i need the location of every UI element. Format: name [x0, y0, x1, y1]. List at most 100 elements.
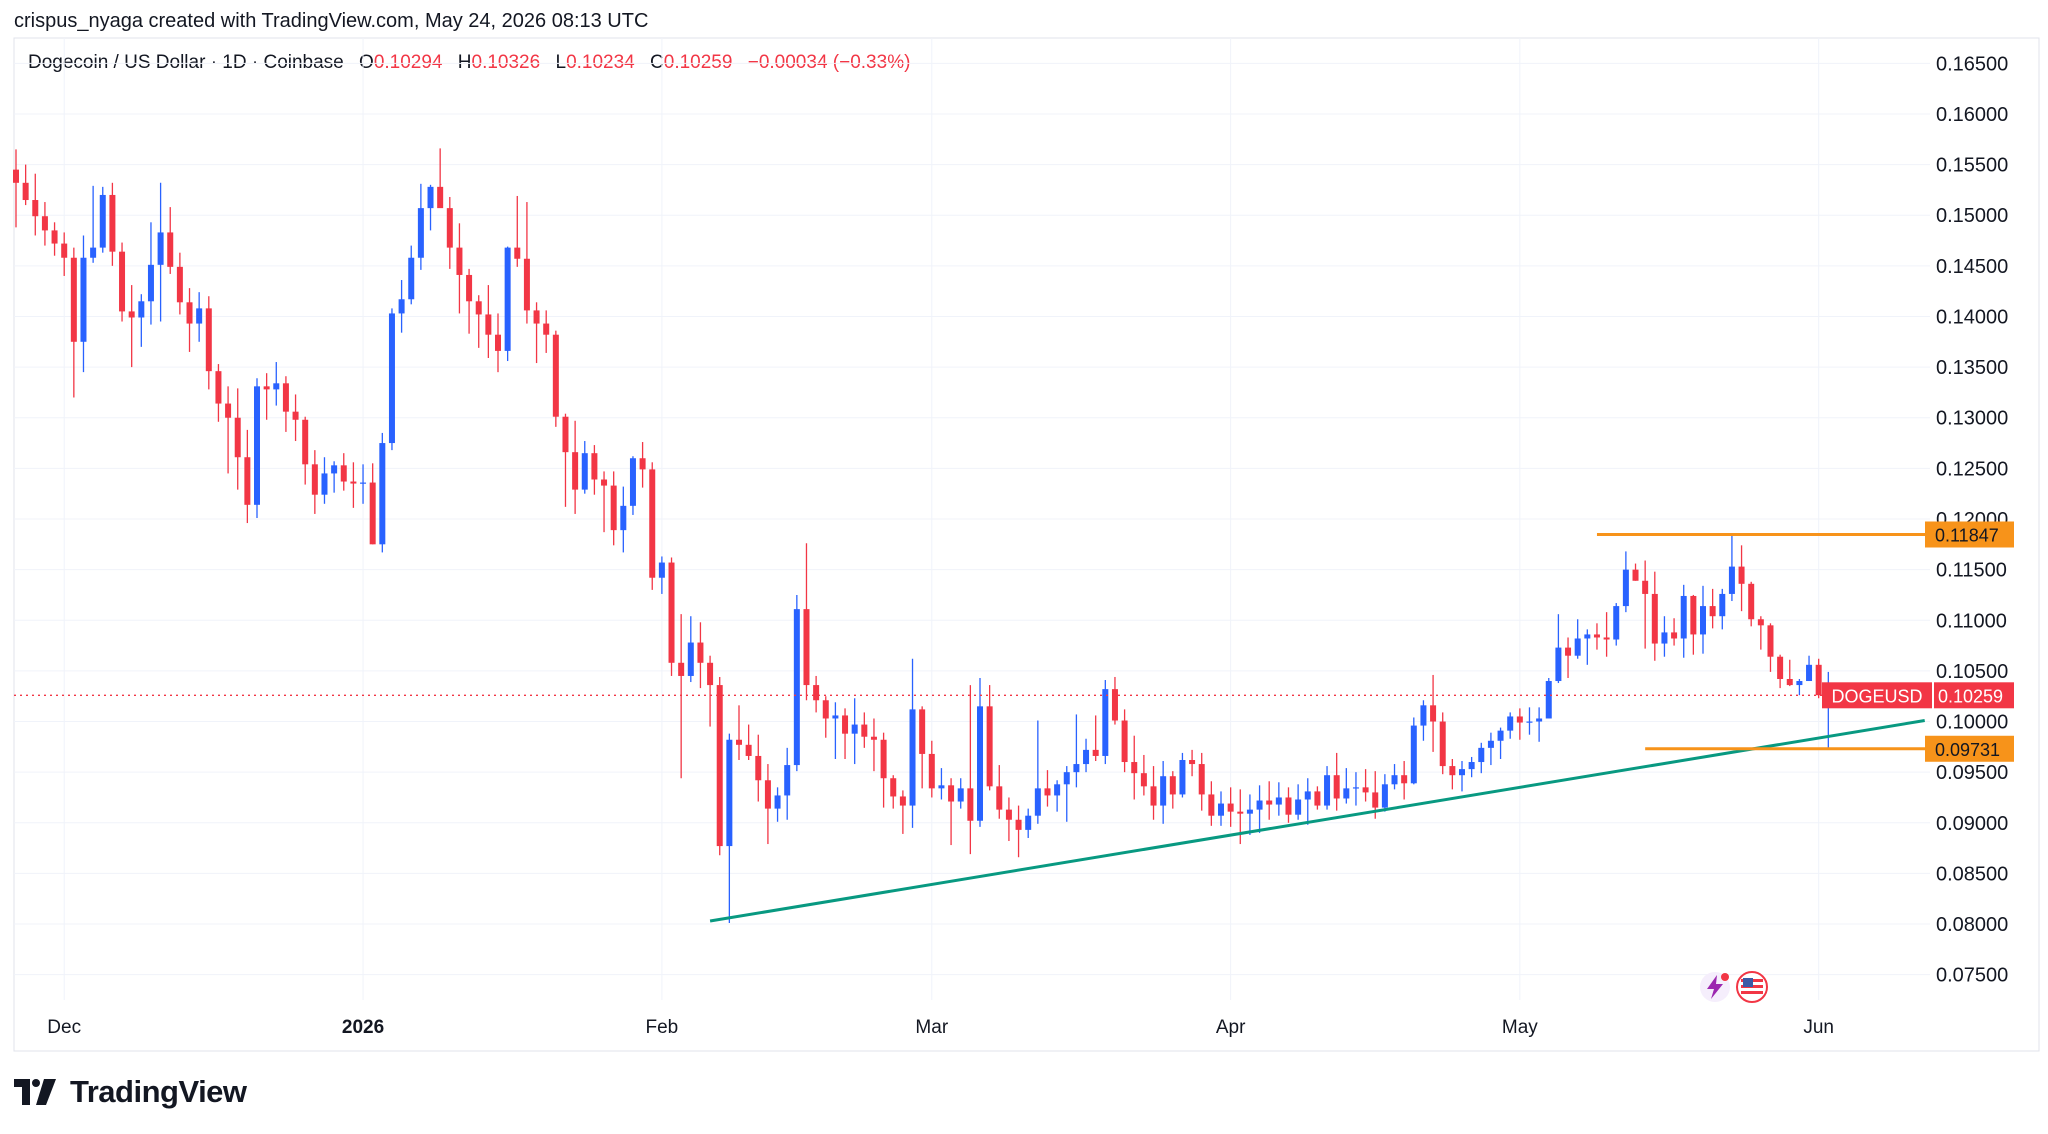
candle[interactable] [793, 594, 800, 772]
candle[interactable] [1266, 781, 1273, 820]
candle-body[interactable] [128, 311, 135, 318]
candle-body[interactable] [629, 458, 636, 506]
candle[interactable] [1786, 659, 1793, 687]
drawings[interactable] [14, 532, 1930, 923]
candle-body[interactable] [1642, 580, 1649, 594]
candle-body[interactable] [581, 453, 588, 490]
candle[interactable] [99, 186, 106, 253]
candle-body[interactable] [639, 458, 646, 470]
candle[interactable] [1246, 794, 1253, 835]
candle-body[interactable] [1516, 716, 1523, 723]
candle-body[interactable] [1719, 593, 1726, 617]
candle-body[interactable] [1767, 625, 1774, 657]
candle-body[interactable] [1555, 647, 1562, 682]
candle[interactable] [80, 235, 87, 373]
candle[interactable] [1420, 700, 1427, 741]
candle-body[interactable] [658, 562, 665, 578]
candle[interactable] [986, 685, 993, 791]
candle-body[interactable] [1507, 716, 1514, 731]
candle[interactable] [813, 675, 820, 713]
candle-body[interactable] [456, 247, 463, 275]
candle[interactable] [552, 330, 559, 427]
candle[interactable] [321, 457, 328, 504]
candle-body[interactable] [1439, 721, 1446, 767]
candle-body[interactable] [1709, 606, 1716, 617]
candle-body[interactable] [938, 785, 945, 789]
candle[interactable] [128, 285, 135, 368]
candle[interactable] [302, 416, 309, 485]
candle-body[interactable] [254, 386, 260, 505]
candle-body[interactable] [1728, 566, 1735, 594]
candle[interactable] [977, 677, 983, 827]
candle-body[interactable] [61, 243, 68, 258]
candle-body[interactable] [1131, 762, 1138, 774]
candle-body[interactable] [1314, 791, 1321, 806]
candle[interactable] [408, 245, 415, 305]
candle-body[interactable] [1333, 775, 1340, 799]
candle[interactable] [109, 182, 116, 266]
candle-body[interactable] [1565, 647, 1572, 656]
candle[interactable] [1603, 612, 1610, 657]
candle[interactable] [1005, 797, 1012, 842]
candle[interactable] [1709, 588, 1716, 629]
candle-body[interactable] [1545, 681, 1552, 719]
candle-body[interactable] [793, 609, 800, 766]
candle[interactable] [1700, 585, 1706, 654]
candle-body[interactable] [417, 208, 424, 258]
candle[interactable] [1391, 764, 1398, 790]
candle[interactable] [1642, 560, 1649, 649]
candle-body[interactable] [80, 257, 87, 342]
candle-body[interactable] [1285, 797, 1292, 815]
candle-body[interactable] [591, 453, 598, 480]
candle[interactable] [890, 775, 897, 809]
candle-body[interactable] [99, 194, 106, 248]
candle[interactable] [1063, 766, 1070, 822]
candle-body[interactable] [1613, 606, 1620, 640]
candles[interactable] [13, 148, 1841, 924]
candle[interactable] [369, 463, 376, 545]
candle[interactable] [485, 285, 492, 358]
candle[interactable] [331, 461, 338, 493]
candle-body[interactable] [321, 473, 328, 495]
candle[interactable] [1218, 791, 1224, 826]
candle-body[interactable] [1179, 760, 1186, 795]
candle-body[interactable] [678, 662, 685, 676]
candle[interactable] [870, 718, 877, 772]
candle-body[interactable] [408, 257, 415, 300]
candle-body[interactable] [1304, 791, 1311, 800]
candle-body[interactable] [157, 232, 164, 265]
candle[interactable] [697, 622, 704, 689]
candle-body[interactable] [1410, 725, 1417, 784]
candle[interactable] [90, 185, 97, 263]
candle-body[interactable] [610, 485, 617, 531]
candle[interactable] [1507, 712, 1514, 739]
candle[interactable] [1478, 742, 1485, 774]
candle-body[interactable] [687, 642, 694, 676]
candle-body[interactable] [533, 310, 540, 324]
candle[interactable] [1324, 766, 1331, 810]
candle[interactable] [1410, 717, 1417, 785]
candle[interactable] [215, 364, 222, 422]
candle[interactable] [1227, 787, 1234, 827]
candle-body[interactable] [504, 247, 511, 351]
candle[interactable] [1748, 581, 1755, 627]
candle-body[interactable] [32, 200, 39, 217]
candle-body[interactable] [909, 709, 916, 806]
candle-body[interactable] [1372, 792, 1379, 808]
candle-body[interactable] [1468, 762, 1475, 770]
candle[interactable] [774, 787, 781, 822]
candle-body[interactable] [803, 609, 810, 686]
candle[interactable] [388, 308, 395, 451]
candle-body[interactable] [1584, 634, 1591, 639]
candle-body[interactable] [1237, 811, 1244, 814]
candle-body[interactable] [552, 334, 559, 417]
candle-body[interactable] [572, 452, 579, 490]
candle-body[interactable] [1700, 606, 1706, 635]
candle-body[interactable] [1526, 721, 1533, 723]
candle[interactable] [456, 223, 463, 314]
candle[interactable] [1757, 616, 1764, 650]
candle-body[interactable] [1092, 749, 1099, 756]
candle[interactable] [1314, 786, 1321, 810]
candle-body[interactable] [832, 715, 839, 719]
